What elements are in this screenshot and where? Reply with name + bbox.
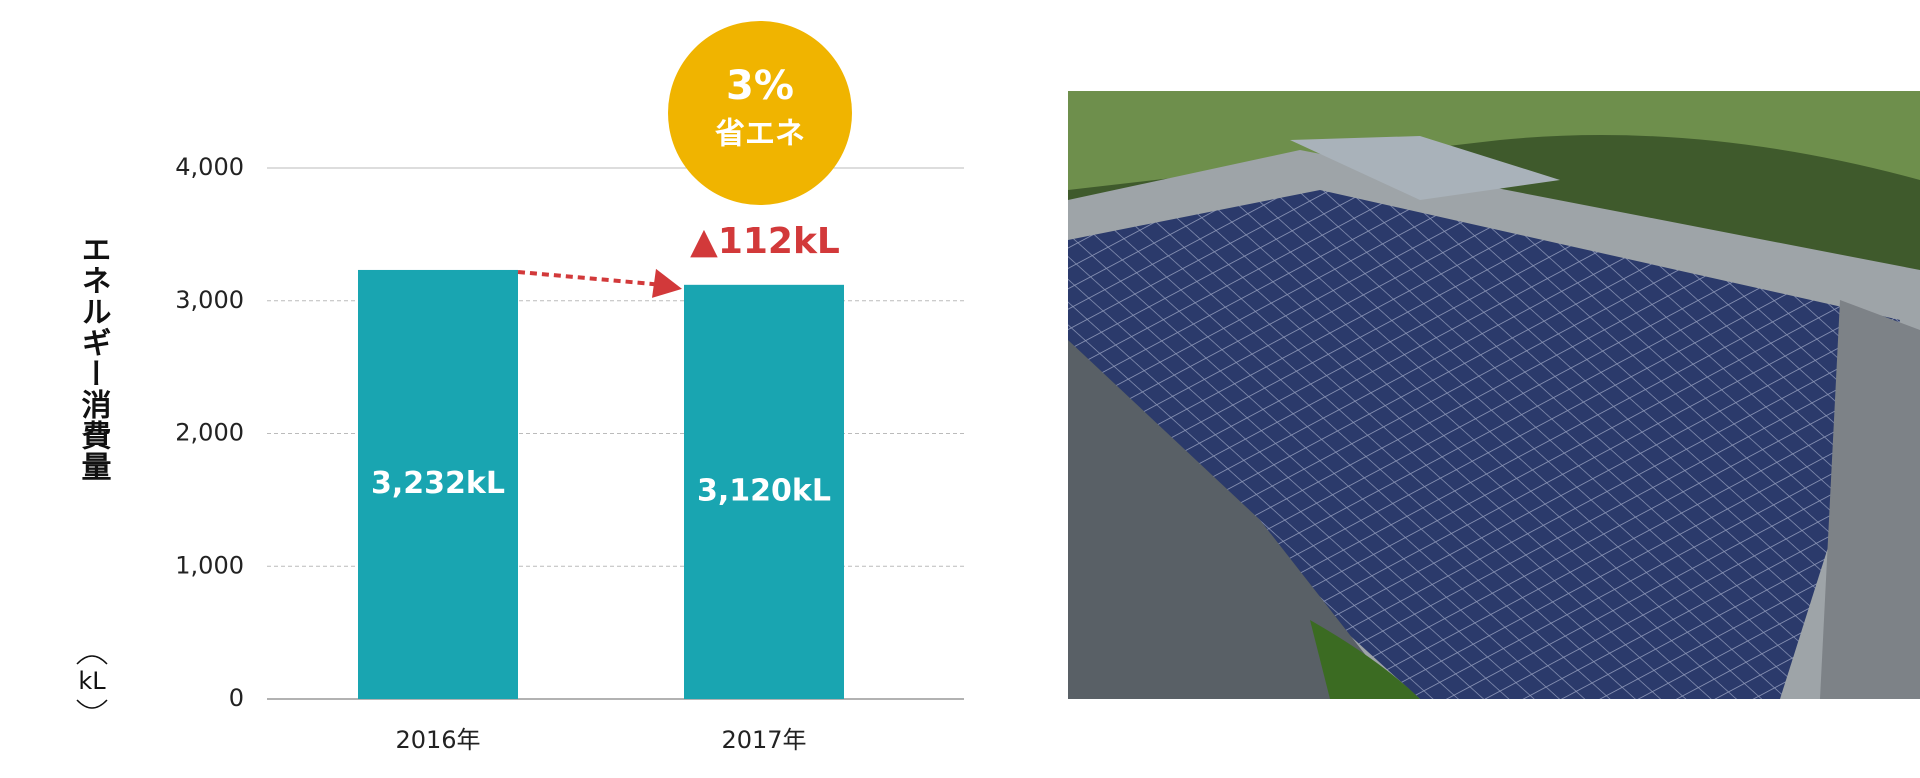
- paren-bottom: [76, 699, 108, 709]
- photo-building: [1290, 136, 1560, 200]
- photo-trees: [1310, 620, 1420, 699]
- bar: [358, 269, 518, 699]
- photo-panels: [1068, 190, 1900, 699]
- badge: [668, 21, 852, 205]
- badge-value: 3%: [726, 63, 794, 109]
- photo: [1068, 91, 1920, 699]
- y-axis-title: エネルギー消費量: [76, 234, 112, 482]
- y-tick-label: 4,000: [175, 153, 244, 181]
- change-label: ▲112kL: [690, 221, 840, 262]
- badge-label: 省エネ: [715, 117, 805, 152]
- x-tick-label: 2017年: [721, 726, 806, 754]
- value-label: 3,120kL: [697, 473, 831, 508]
- change-arrowhead: [652, 268, 682, 298]
- y-axis-unit: kL: [78, 667, 106, 695]
- x-tick-label: 2016年: [395, 726, 480, 754]
- photo-ground: [1068, 340, 1400, 699]
- photo-wall: [1820, 300, 1920, 699]
- y-tick-label: 2,000: [175, 419, 244, 447]
- bar: [684, 284, 844, 699]
- value-label: 3,232kL: [371, 466, 505, 501]
- y-tick-label: 1,000: [175, 551, 244, 579]
- paren-top: [76, 655, 108, 665]
- change-arrow: [517, 269, 663, 287]
- y-tick-label: 0: [229, 684, 244, 712]
- y-tick-label: 3,000: [175, 286, 244, 314]
